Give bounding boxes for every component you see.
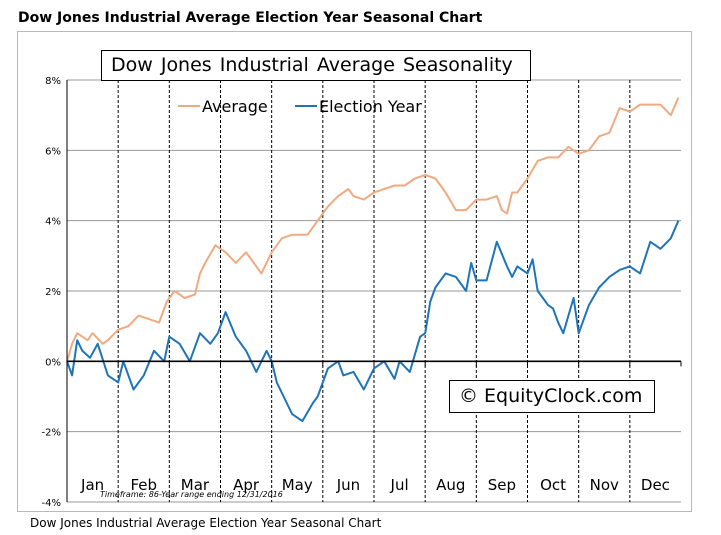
page-title: Dow Jones Industrial Average Election Ye… [18,10,483,26]
y-tick-label: 6% [45,146,61,157]
series-line-average [66,97,680,362]
month-label-oct: Oct [540,476,566,494]
series-line-election-year [66,220,680,423]
month-label-jan: Jan [80,476,104,494]
chart-frame [17,31,692,512]
chart-title: Dow Jones Industrial Average Seasonality [101,50,531,81]
axis-layer [66,80,682,502]
legend-swatch-election-year [295,104,317,107]
y-tick-label: -2% [42,428,61,439]
label-layer: 8% 6% 4% 2% 0% -2% -4% Jan Feb Mar Apr May Jun Jul Aug… [42,76,670,509]
legend-label-average: Average [202,97,268,116]
legend-item-election-year: Election Year [295,97,422,116]
legend-swatch-average [178,104,200,107]
month-label-apr: Apr [233,476,260,494]
month-label-nov: Nov [590,476,619,494]
y-tick-label: -4% [42,498,61,509]
month-label-jun: Jun [336,476,360,494]
legend-item-average: Average [178,97,268,116]
month-label-mar: Mar [181,476,210,494]
chart-caption: Dow Jones Industrial Average Election Ye… [30,516,382,530]
y-tick-label: 2% [45,287,61,298]
y-tick-label: 8% [45,76,61,87]
month-label-feb: Feb [130,476,157,494]
month-divider-layer [117,80,631,502]
month-label-jul: Jul [390,476,409,494]
copyright-annotation: © EquityClock.com [449,380,655,413]
series-layer [66,97,680,423]
month-label-aug: Aug [436,476,465,494]
timeframe-note: Timeframe: 86-Year range ending 12/31/20… [100,490,283,499]
legend-label-election-year: Election Year [319,97,422,116]
month-label-may: May [282,476,313,494]
month-label-sep: Sep [488,476,516,494]
y-tick-label: 4% [45,217,61,228]
y-tick-label: 0% [45,357,61,368]
month-label-dec: Dec [641,476,670,494]
